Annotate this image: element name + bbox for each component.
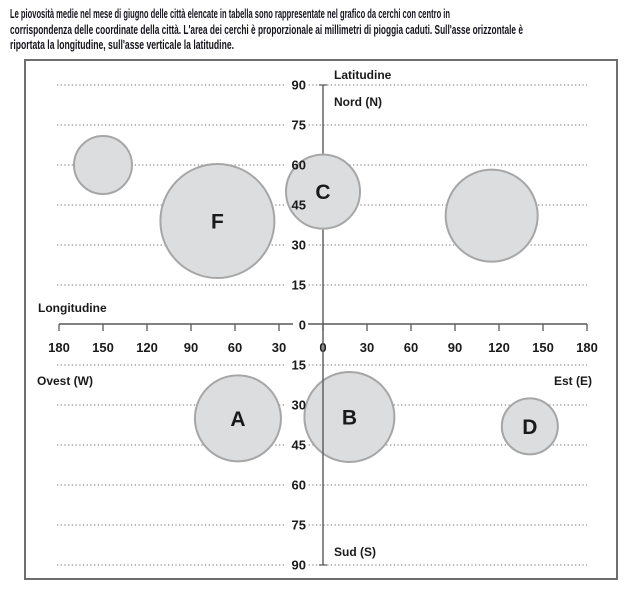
x-axis: 1801501209060300306090120150180 xyxy=(48,322,598,355)
y-label-mask xyxy=(285,117,308,132)
city-bubble-label: B xyxy=(342,406,357,429)
y-tick-label: 45 xyxy=(292,197,306,212)
y-tick-label: 75 xyxy=(292,117,306,132)
east-label: Est (E) xyxy=(554,374,592,388)
statement-line-3: riportata la longitudine, sull'asse vert… xyxy=(10,38,234,52)
city-bubble-B xyxy=(303,370,396,463)
y-tick-label: 45 xyxy=(292,437,306,452)
y-label-mask xyxy=(285,237,308,252)
y-label-mask xyxy=(285,437,308,452)
city-bubbles: F C A B D xyxy=(73,134,559,463)
y-tick-label: 60 xyxy=(292,477,306,492)
x-tick-label: 120 xyxy=(136,340,158,355)
y-tick-label: 15 xyxy=(292,357,306,372)
city-bubble-A xyxy=(193,373,282,462)
y-tick-label: 90 xyxy=(292,557,306,572)
city-bubble-C xyxy=(285,153,361,230)
y-label-mask xyxy=(293,317,308,332)
x-tick-label: 120 xyxy=(488,340,510,355)
city-bubble-label: D xyxy=(522,415,537,438)
y-label-mask xyxy=(285,517,308,532)
x-axis-title: Longitudine xyxy=(38,301,107,315)
city-bubble-label: F xyxy=(211,210,224,233)
x-tick-label: 180 xyxy=(576,340,598,355)
x-tick-label: 150 xyxy=(92,340,114,355)
city-bubble-D xyxy=(500,396,559,455)
statement-row: corrispondenza delle coordinate della ci… xyxy=(10,23,626,39)
statement-line-2: corrispondenza delle coordinate della ci… xyxy=(10,22,523,37)
axis-titles: Latitudine Nord (N) Sud (S) Longitudine Oves… xyxy=(37,68,592,559)
y-label-mask xyxy=(285,357,308,372)
y-label-mask xyxy=(285,397,308,412)
y-label-mask xyxy=(285,557,308,572)
y-tick-label: 75 xyxy=(292,517,306,532)
y-label-mask xyxy=(285,277,308,292)
x-tick-label: 90 xyxy=(184,340,198,355)
statement-row: Le piovosità medie nel mese di giugno de… xyxy=(10,7,626,23)
south-label: Sud (S) xyxy=(334,545,376,559)
x-tick-label: 150 xyxy=(532,340,554,355)
x-tick-label: 30 xyxy=(360,340,374,355)
y-tick-label: 0 xyxy=(299,317,306,332)
x-tick-label: 180 xyxy=(48,340,70,355)
city-bubble-F xyxy=(159,162,276,279)
y-tick-labels: 90 75 60 45 30 15 0 15 30 45 60 75 90 xyxy=(292,77,306,572)
y-tick-label: 90 xyxy=(292,77,306,92)
x-tick-label: 30 xyxy=(272,340,286,355)
statement-row: riportata la longitudine, sull'asse vert… xyxy=(10,38,626,54)
y-axis-title: Latitudine xyxy=(334,68,392,82)
west-label: Ovest (W) xyxy=(37,374,93,388)
y-tick-label: 60 xyxy=(292,157,306,172)
bubble-chart: 180 150 120 90 60 30 0 30 60 90 120 150 180 F C A B D 90 75… xyxy=(24,58,618,580)
city-bubble-label: C xyxy=(315,181,330,204)
y-tick-label: 30 xyxy=(292,237,306,252)
city-bubble-unlabeled xyxy=(444,168,539,263)
city-bubble-label: A xyxy=(230,407,245,430)
y-label-mask xyxy=(285,477,308,492)
y-label-mask xyxy=(285,77,308,92)
north-label: Nord (N) xyxy=(334,95,382,109)
statement-line-1: Le piovosità medie nel mese di giugno de… xyxy=(10,7,450,21)
problem-statement: Le piovosità medie nel mese di giugno de… xyxy=(0,0,626,56)
y-tick-label: 30 xyxy=(292,397,306,412)
x-tick-label: 90 xyxy=(448,340,462,355)
y-axis xyxy=(319,83,327,566)
x-tick-label: 60 xyxy=(228,340,242,355)
y-tick-label: 15 xyxy=(292,277,306,292)
x-tick-label: 60 xyxy=(404,340,418,355)
city-bubble-unlabeled xyxy=(73,134,133,195)
